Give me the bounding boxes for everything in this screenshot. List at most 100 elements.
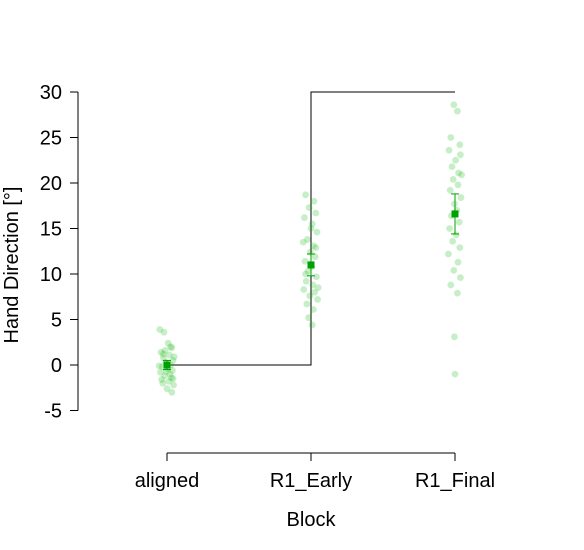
data-point: [450, 101, 458, 109]
mean-marker: [163, 361, 171, 369]
data-point: [456, 244, 464, 252]
data-point: [314, 296, 321, 303]
data-point: [167, 374, 175, 382]
data-point: [305, 314, 312, 322]
data-point: [166, 351, 173, 359]
data-point: [313, 228, 321, 236]
data-point: [167, 343, 175, 351]
mean-marker: [307, 261, 315, 269]
data-point: [166, 370, 174, 378]
x-tick-label: R1_Early: [270, 470, 352, 492]
data-point: [170, 381, 178, 389]
data-point: [457, 274, 464, 282]
data-point: [299, 238, 307, 246]
data-point: [300, 286, 308, 293]
data-point: [304, 267, 312, 275]
data-point: [446, 186, 454, 194]
data-point: [165, 377, 173, 385]
data-point: [161, 347, 169, 354]
rotation-schedule-line: [167, 91, 455, 366]
data-point: [157, 348, 165, 356]
data-point: [309, 281, 317, 289]
data-point: [312, 209, 320, 217]
y-tick-label: 15: [40, 219, 62, 241]
data-point: [308, 220, 316, 228]
y-tick-label: -5: [44, 401, 62, 423]
data-point: [302, 270, 309, 278]
data-point: [449, 237, 456, 245]
data-point: [301, 257, 309, 265]
data-point: [306, 292, 314, 300]
step-line-path: [167, 91, 455, 366]
data-point: [445, 250, 452, 258]
data-point: [169, 375, 177, 383]
data-point: [308, 321, 316, 329]
data-point: [446, 225, 453, 232]
data-point: [457, 194, 465, 201]
data-point: [449, 175, 457, 183]
data-point: [455, 218, 463, 226]
data-point: [168, 344, 176, 352]
data-point: [157, 368, 164, 376]
data-point: [168, 388, 176, 396]
data-point: [161, 372, 169, 380]
y-tick-label: 5: [51, 310, 62, 332]
data-point: [303, 300, 311, 308]
data-point: [160, 350, 167, 358]
mean-markers: [163, 193, 459, 371]
data-point: [450, 266, 458, 274]
data-point: [170, 353, 178, 361]
data-point: [158, 376, 166, 383]
y-axis: -5 0 5 10 15 20 25 30: [40, 82, 79, 423]
data-point: [302, 191, 309, 199]
x-axis-title: Block: [287, 509, 337, 531]
data-point: [301, 214, 308, 221]
data-point: [455, 169, 462, 177]
data-point: [159, 379, 167, 387]
data-point: [447, 281, 455, 289]
data-point: [447, 134, 455, 141]
y-tick-label: 10: [40, 264, 62, 286]
data-point: [454, 107, 461, 115]
data-point: [169, 357, 177, 364]
data-point: [451, 370, 459, 378]
data-point: [445, 146, 453, 154]
y-tick-label: 30: [40, 82, 62, 104]
data-points: [155, 101, 465, 396]
data-point: [314, 284, 322, 292]
data-point: [454, 289, 461, 297]
data-point: [307, 225, 315, 232]
data-point: [310, 242, 317, 250]
data-point: [156, 326, 164, 333]
data-point: [163, 385, 171, 393]
x-axis: aligned R1_Early R1_Final: [135, 452, 495, 492]
data-point: [304, 236, 311, 243]
data-point: [160, 328, 168, 336]
data-point: [164, 339, 172, 347]
data-point: [310, 197, 318, 205]
data-point: [312, 244, 320, 252]
y-tick-label: 20: [40, 173, 62, 195]
data-point: [163, 367, 170, 375]
data-point: [155, 362, 163, 370]
data-point: [302, 277, 310, 285]
data-point: [311, 253, 319, 261]
x-tick-label: R1_Final: [415, 470, 495, 492]
data-point: [305, 204, 313, 211]
data-point: [451, 333, 458, 341]
data-point: [452, 156, 459, 164]
data-point: [451, 200, 458, 208]
x-tick-label: aligned: [135, 470, 200, 492]
data-point: [313, 273, 320, 281]
y-tick-label: 25: [40, 128, 62, 150]
data-point: [452, 231, 460, 239]
data-point: [454, 258, 462, 266]
y-axis-title: Hand Direction [°]: [1, 187, 23, 344]
data-point: [311, 288, 318, 296]
data-point: [160, 354, 167, 362]
data-point: [457, 151, 464, 159]
data-point: [448, 163, 456, 171]
mean-marker: [451, 210, 459, 218]
data-point: [310, 306, 317, 313]
